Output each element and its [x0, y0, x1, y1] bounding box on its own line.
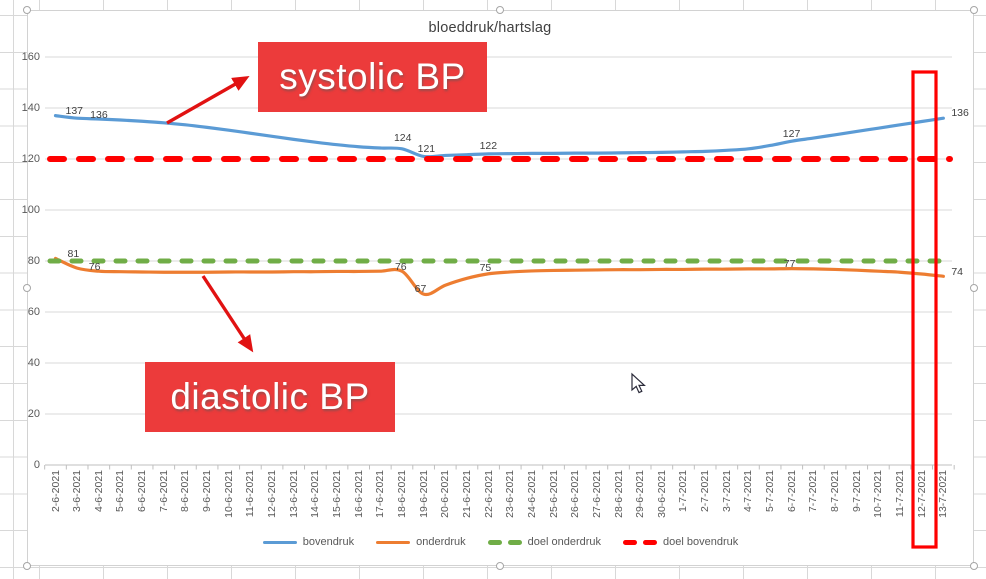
selection-handle-right-middle[interactable]	[970, 284, 978, 292]
selection-handle-left-middle[interactable]	[23, 284, 31, 292]
chart-object[interactable]	[27, 10, 974, 566]
systolic-annotation-box[interactable]: systolic BP	[258, 42, 487, 112]
diastolic-annotation-label: diastolic BP	[170, 376, 370, 417]
selection-handle-bottom-middle[interactable]	[496, 562, 504, 570]
selection-handle-top-left[interactable]	[23, 6, 31, 14]
selection-handle-top-middle[interactable]	[496, 6, 504, 14]
diastolic-annotation-box[interactable]: diastolic BP	[145, 362, 395, 432]
selection-handle-bottom-right[interactable]	[970, 562, 978, 570]
selection-handle-bottom-left[interactable]	[23, 562, 31, 570]
selection-handle-top-right[interactable]	[970, 6, 978, 14]
systolic-annotation-label: systolic BP	[279, 56, 466, 97]
